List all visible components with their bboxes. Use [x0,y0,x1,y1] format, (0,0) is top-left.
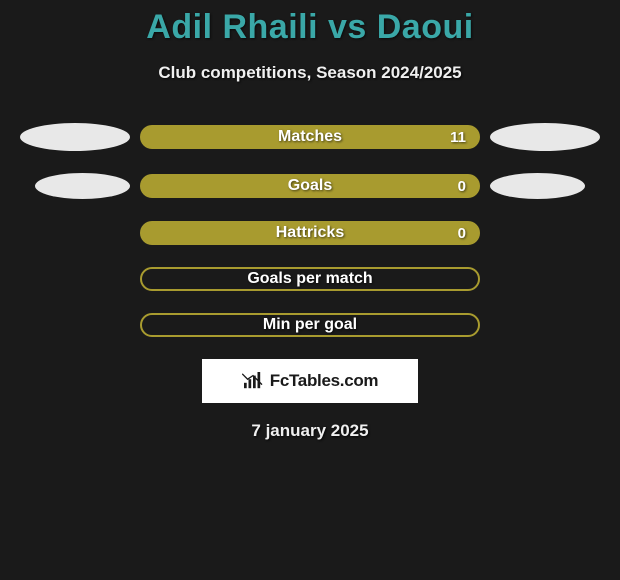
page-title: Adil Rhaili vs Daoui [0,8,620,47]
stat-row: Min per goal [0,313,620,337]
stat-value: 0 [458,225,466,242]
stat-row: Matches 11 [0,123,620,151]
stat-label: Min per goal [263,316,357,334]
right-ellipse [490,123,600,151]
left-ellipse [20,123,130,151]
stat-label: Hattricks [276,224,344,242]
bar-chart-icon [242,372,264,390]
stat-label: Matches [278,128,342,146]
stat-bar: Matches 11 [140,125,480,149]
left-ellipse [35,173,130,199]
logo-box: FcTables.com [202,359,418,403]
subtitle: Club competitions, Season 2024/2025 [0,63,620,83]
right-ellipse [490,173,585,199]
stat-row: Hattricks 0 [0,221,620,245]
stat-bar: Goals 0 [140,174,480,198]
logo-text: FcTables.com [270,371,379,391]
container: Adil Rhaili vs Daoui Club competitions, … [0,0,620,441]
stat-label: Goals [288,177,332,195]
stat-rows: Matches 11 Goals 0 Hattricks 0 Goals per match… [0,123,620,337]
stat-bar: Goals per match [140,267,480,291]
stat-label: Goals per match [247,270,372,288]
stat-value: 11 [450,129,466,146]
stat-row: Goals per match [0,267,620,291]
stat-bar: Hattricks 0 [140,221,480,245]
stat-value: 0 [458,178,466,195]
stat-bar: Min per goal [140,313,480,337]
stat-row: Goals 0 [0,173,620,199]
date-label: 7 january 2025 [0,421,620,441]
